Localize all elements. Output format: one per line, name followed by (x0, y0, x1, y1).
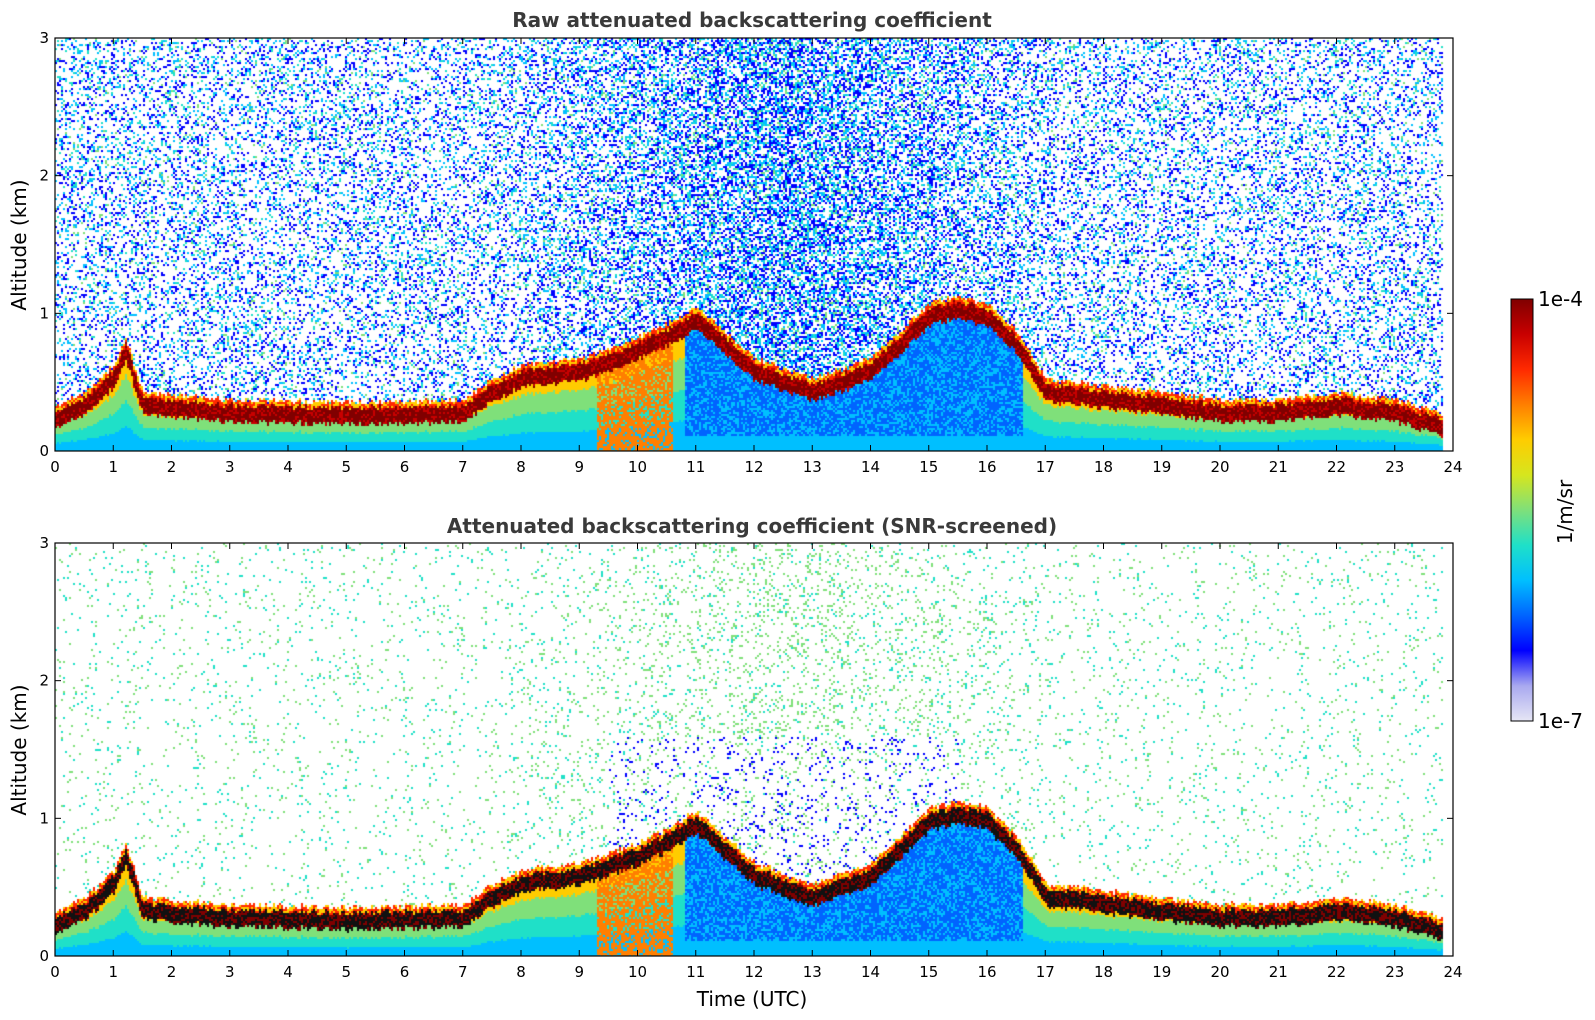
y-tick-label: 1 (39, 304, 49, 322)
x-tick-label: 20 (1210, 458, 1229, 476)
y-tick-label: 1 (39, 809, 49, 827)
x-tick-label: 9 (574, 458, 584, 476)
x-tick-label: 10 (628, 963, 647, 981)
x-tick-label: 23 (1385, 963, 1404, 981)
panel-screened-y-axis: 0 1 2 3 (39, 534, 1453, 965)
panel-raw-y-label: Altitude (km) (7, 179, 31, 310)
x-tick-label: 3 (225, 458, 235, 476)
x-tick-label: 12 (744, 963, 763, 981)
x-tick-label: 8 (516, 458, 526, 476)
x-tick-label: 5 (341, 963, 351, 981)
x-tick-label: 21 (1269, 963, 1288, 981)
panel-screened-plot-area (55, 543, 1453, 956)
x-tick-label: 5 (341, 458, 351, 476)
x-tick-label: 6 (400, 458, 410, 476)
x-tick-label: 19 (1152, 963, 1171, 981)
x-tick-label: 17 (1036, 963, 1055, 981)
x-tick-label: 4 (283, 458, 293, 476)
y-tick-label: 2 (39, 167, 49, 185)
x-tick-label: 10 (628, 458, 647, 476)
x-tick-label: 2 (167, 963, 177, 981)
colorbar-unit-label: 1/m/sr (1553, 479, 1577, 544)
y-tick-label: 3 (39, 534, 49, 552)
x-tick-label: 9 (574, 963, 584, 981)
x-tick-label: 1 (108, 963, 118, 981)
x-tick-label: 22 (1327, 458, 1346, 476)
panel-screened-x-label: Time (UTC) (696, 987, 808, 1011)
y-tick-label: 0 (39, 947, 49, 965)
colorbar-scale (1510, 298, 1534, 722)
x-tick-label: 7 (458, 963, 468, 981)
x-tick-label: 21 (1269, 458, 1288, 476)
x-tick-label: 13 (803, 963, 822, 981)
x-tick-label: 11 (686, 963, 705, 981)
x-tick-label: 14 (861, 963, 880, 981)
heatmap-image (55, 38, 1453, 451)
colorbar: 1e-4 1e-7 1/m/sr (1510, 287, 1583, 733)
panel-raw-title: Raw attenuated backscattering coefficien… (512, 8, 992, 32)
x-tick-label: 4 (283, 963, 293, 981)
x-tick-label: 7 (458, 458, 468, 476)
y-tick-label: 3 (39, 29, 49, 47)
panel-raw-x-axis: 0 1 2 3 4 5 6 7 8 9 10 11 12 13 14 15 16 17 18 19 20 21 22 23 24 (50, 38, 1463, 476)
x-tick-label: 16 (977, 963, 996, 981)
colorbar-max-label: 1e-4 (1538, 287, 1583, 311)
panel-raw-plot-area (55, 38, 1453, 451)
x-tick-label: 19 (1152, 458, 1171, 476)
x-tick-label: 13 (803, 458, 822, 476)
x-tick-label: 2 (167, 458, 177, 476)
x-tick-label: 17 (1036, 458, 1055, 476)
x-tick-label: 11 (686, 458, 705, 476)
x-tick-label: 18 (1094, 458, 1113, 476)
panel-screened-title: Attenuated backscattering coefficient (S… (447, 514, 1057, 538)
y-tick-label: 0 (39, 442, 49, 460)
y-tick-label: 2 (39, 672, 49, 690)
x-tick-label: 3 (225, 963, 235, 981)
x-tick-label: 8 (516, 963, 526, 981)
x-tick-label: 22 (1327, 963, 1346, 981)
x-tick-label: 0 (50, 458, 60, 476)
x-tick-label: 14 (861, 458, 880, 476)
x-tick-label: 15 (919, 963, 938, 981)
heatmap-image (55, 543, 1453, 956)
x-tick-label: 16 (977, 458, 996, 476)
colorbar-min-label: 1e-7 (1538, 709, 1583, 733)
x-tick-label: 0 (50, 963, 60, 981)
x-tick-label: 6 (400, 963, 410, 981)
panel-screened: Attenuated backscattering coefficient (S… (7, 514, 1463, 1011)
panel-screened-y-label: Altitude (km) (7, 684, 31, 815)
x-tick-label: 18 (1094, 963, 1113, 981)
x-tick-label: 20 (1210, 963, 1229, 981)
x-tick-label: 15 (919, 458, 938, 476)
x-tick-label: 24 (1443, 458, 1462, 476)
panel-screened-x-axis: 0 1 2 3 4 5 6 7 8 9 10 11 12 13 14 15 16 17 18 19 20 21 22 23 24 (50, 543, 1463, 981)
x-tick-label: 1 (108, 458, 118, 476)
x-tick-label: 23 (1385, 458, 1404, 476)
panel-raw: Raw attenuated backscattering coefficien… (7, 8, 1463, 476)
panel-raw-y-axis: 0 1 2 3 (39, 29, 1453, 460)
x-tick-label: 12 (744, 458, 763, 476)
x-tick-label: 24 (1443, 963, 1462, 981)
